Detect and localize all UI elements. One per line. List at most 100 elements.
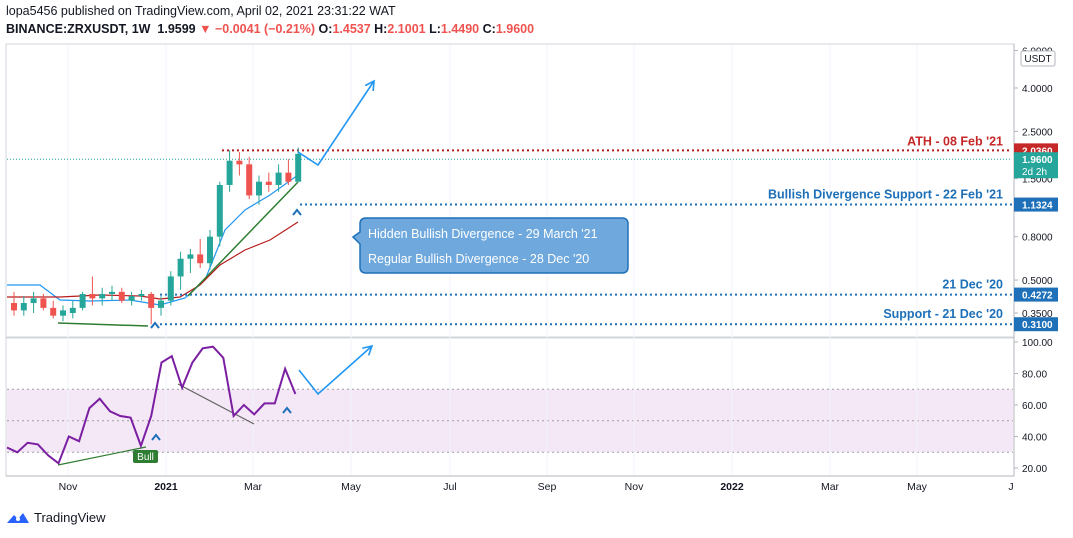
bull-badge: Bull [133,450,158,463]
price-uptrend-line [187,181,299,297]
candle [285,159,292,185]
time-axis-label: Sep [538,481,557,493]
price-axis-label: 0.5000 [1022,276,1053,287]
bull-badge-label: Bull [137,452,154,463]
callout-line: Hidden Bullish Divergence - 29 March '21 [368,227,598,241]
time-axis: Nov 2021 Mar May Jul Sep Nov 2022 Mar May J [59,481,1014,493]
candle-body [99,293,106,299]
candle [187,248,194,273]
level-annotation: Bullish Divergence Support - 22 Feb '21 [768,188,1003,202]
time-axis-label: Mar [244,481,263,493]
divergence-marker-icon [150,321,160,329]
price-projection-arrow [297,80,375,167]
candle [89,276,96,306]
price-tag-bg [1014,317,1058,332]
candle [69,300,76,319]
rsi-axis-label: 80.00 [1022,370,1047,381]
candle-body [246,164,253,196]
annotations: ATH - 08 Feb '21 Bullish Divergence Suppo… [768,134,1003,321]
candle [265,172,272,192]
rsi-axis-label: 60.00 [1022,401,1047,412]
rsi-hidden-divergence-line [177,383,255,425]
projection-arrows [297,79,375,396]
close-label: C: [482,22,496,36]
brand-name[interactable]: TradingView [34,510,106,525]
rsi-band-fill [7,389,1013,453]
candle [246,156,253,200]
time-axis-label: J [1008,481,1013,493]
candle [236,152,243,176]
price-axis-label: 2.5000 [1022,127,1053,138]
low-value: 1.4490 [440,22,480,36]
callout-bubble [351,217,629,274]
candle [60,305,66,322]
price-tag: 0.3100 [1014,317,1058,332]
price-tag-bg [1014,152,1058,179]
rsi-axis-label: 40.00 [1022,433,1047,444]
trendlines: Bull [57,181,302,466]
price-tag-value: 2.0360 [1022,146,1053,157]
horizontal-levels [7,149,1012,326]
callout-line: Regular Bullish Divergence - 28 Dec '20 [368,252,589,266]
candle-body [11,303,17,311]
candle-body [128,296,135,301]
high-value: 2.1001 [387,22,426,36]
candle [275,164,282,192]
rsi-series-line [6,345,297,465]
candle [30,291,37,313]
price-tag-value: 1.1324 [1022,201,1053,212]
bull-badge-bg [133,450,158,463]
candle [256,175,262,205]
candle-body [50,307,57,316]
candle-body [118,291,125,301]
rsi-line [6,345,297,465]
arrowhead-icon [362,344,374,356]
moving-averages [7,174,299,306]
last-price: 1.9599 [157,22,196,36]
price-tag-countdown: 2d 2h [1022,167,1047,178]
rsi-band [7,388,1013,453]
candle-body [226,160,233,185]
candle-body [79,293,86,308]
rsi-divergence-trendline [57,446,147,466]
rsi-projection-arrow [298,345,373,396]
low-label: L: [429,22,441,36]
price-tag-value: 0.4272 [1022,291,1053,302]
price-tag-value: 0.3100 [1022,320,1053,331]
price-divergence-trendline [57,322,149,327]
candles [11,147,302,325]
candle-body [207,236,213,264]
candle-body [148,293,155,308]
time-axis-label: 2022 [720,481,744,493]
candle-body [265,181,272,185]
candle [99,287,106,306]
price-tag-bg [1014,197,1058,212]
candle-body [109,291,115,294]
divergence-marker-icon [292,208,302,216]
level-annotation: 21 Dec '20 [942,278,1003,292]
candle [79,291,86,311]
candle [118,287,125,304]
candle-body [40,298,47,308]
footer: TradingView [6,510,106,525]
time-axis-label: May [907,481,928,493]
candle-body [89,293,96,299]
price-axis: 6.00004.00002.50001.50000.80000.50000.35… [1014,47,1053,320]
candle-body [285,172,292,182]
currency-badge[interactable] [1020,50,1056,67]
price-axis-label: 0.3500 [1022,309,1053,320]
candle [226,150,233,192]
divergence-callout[interactable]: Hidden Bullish Divergence - 29 March '21… [351,217,629,274]
candle [216,181,223,247]
candle [50,300,57,319]
candle-body [138,293,145,297]
symbol-label[interactable]: BINANCE:ZRXUSDT, 1W [6,22,151,36]
rsi-axis-label: 100.00 [1022,338,1053,349]
candle [40,293,47,311]
publish-info: lopa5456 published on TradingView.com, A… [6,4,396,18]
price-axis-label: 1.5000 [1022,175,1053,186]
open-value: 1.4537 [332,22,371,36]
